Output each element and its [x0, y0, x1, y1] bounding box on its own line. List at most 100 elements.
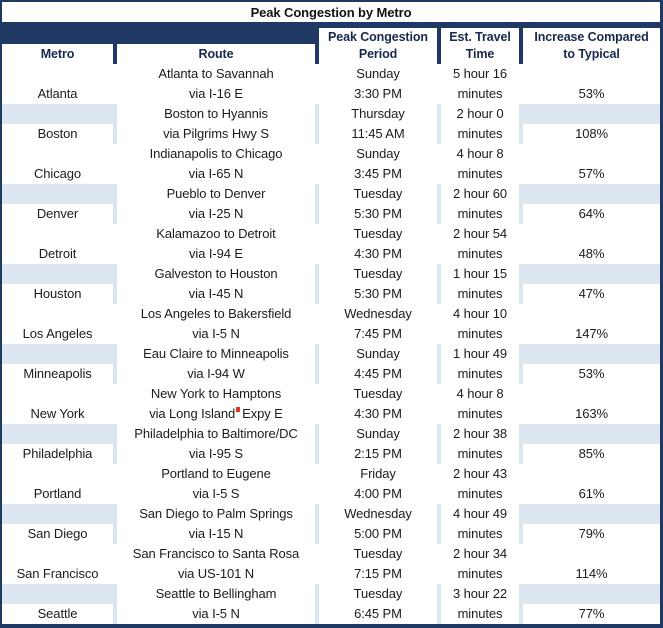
route-cell: Indianapolis to Chicago via I-65 N	[117, 144, 315, 184]
metro-name-cell: Detroit	[2, 244, 113, 264]
route-line1: New York to Hamptons	[150, 386, 282, 401]
route-cell: Galveston to Houston via I-45 N	[117, 264, 315, 304]
peak-period-cell: Tuesday 6:45 PM	[319, 584, 437, 624]
increase-value-cell: 77%	[523, 604, 660, 624]
increase-value-cell: 85%	[523, 444, 660, 464]
travel-time-line2: minutes	[457, 606, 503, 621]
red-flag-marker	[236, 407, 241, 412]
increase-value-cell: 53%	[523, 84, 660, 104]
column-header-metro: Metro	[2, 44, 113, 64]
increase-value-cell: 79%	[523, 524, 660, 544]
increase-value-cell: 48%	[523, 244, 660, 264]
travel-time-line1: 2 hour 34	[452, 546, 508, 561]
metro-row-group: Seattle Seattle to Bellingham via I-5 N …	[2, 584, 660, 624]
increase-cell-spacer	[523, 144, 660, 164]
travel-time-line1: 2 hour 43	[452, 466, 508, 481]
peak-period-day: Thursday	[351, 106, 405, 121]
travel-time-line2: minutes	[457, 526, 503, 541]
travel-time-line2: minutes	[457, 406, 503, 421]
travel-time-cell: 4 hour 8 minutes	[441, 144, 519, 184]
metro-row-group: New York New York to Hamptons via Long I…	[2, 384, 660, 424]
travel-time-line2: minutes	[457, 366, 503, 381]
route-line2-rest: Expy E	[242, 406, 283, 421]
route-line1: San Francisco to Santa Rosa	[132, 546, 300, 561]
peak-period-day: Tuesday	[353, 226, 403, 241]
increase-cell-spacer	[523, 184, 660, 204]
peak-period-time: 2:15 PM	[354, 446, 402, 461]
peak-period-day: Sunday	[356, 66, 400, 81]
metro-row-group: Houston Galveston to Houston via I-45 N …	[2, 264, 660, 304]
route-cell: Philadelphia to Baltimore/DC via I-95 S	[117, 424, 315, 464]
peak-period-time: 5:30 PM	[354, 206, 402, 221]
travel-time-line2: minutes	[457, 126, 503, 141]
metro-row-group: San Francisco San Francisco to Santa Ros…	[2, 544, 660, 584]
peak-period-time: 6:45 PM	[354, 606, 402, 621]
peak-period-time: 3:30 PM	[354, 86, 402, 101]
travel-time-line2: minutes	[457, 446, 503, 461]
route-line1: San Diego to Palm Springs	[139, 506, 293, 521]
peak-period-cell: Tuesday 7:15 PM	[319, 544, 437, 584]
column-header-travel-line1: Est. Travel	[449, 30, 511, 44]
metro-name-cell: San Francisco	[2, 564, 113, 584]
peak-period-day: Tuesday	[353, 386, 403, 401]
route-cell: San Francisco to Santa Rosa via US-101 N	[117, 544, 315, 584]
peak-period-cell: Tuesday 5:30 PM	[319, 184, 437, 224]
increase-value-cell: 53%	[523, 364, 660, 384]
increase-value-cell: 163%	[523, 404, 660, 424]
increase-value-cell: 64%	[523, 204, 660, 224]
metro-name-cell: Seattle	[2, 604, 113, 624]
metro-cell-spacer	[2, 184, 113, 204]
peak-period-cell: Tuesday 4:30 PM	[319, 384, 437, 424]
travel-time-line2: minutes	[457, 286, 503, 301]
travel-time-line1: 2 hour 54	[452, 226, 508, 241]
peak-period-day: Sunday	[356, 146, 400, 161]
metro-cell-spacer	[2, 424, 113, 444]
route-line1: Indianapolis to Chicago	[149, 146, 283, 161]
metro-name-cell: Philadelphia	[2, 444, 113, 464]
table-header-row: Metro Route Peak Congestion Period Est. …	[2, 22, 660, 64]
increase-cell-spacer	[523, 264, 660, 284]
increase-value-cell: 108%	[523, 124, 660, 144]
route-line2: via I-5 S	[192, 486, 240, 501]
travel-time-line2: minutes	[457, 86, 503, 101]
increase-cell-spacer	[523, 424, 660, 444]
peak-period-day: Wednesday	[344, 306, 412, 321]
column-header-route: Route	[117, 44, 315, 64]
metro-cell-spacer	[2, 144, 113, 164]
route-cell: New York to Hamptons via Long Island Expy…	[117, 384, 315, 424]
metro-name-cell: San Diego	[2, 524, 113, 544]
metro-cell-spacer	[2, 584, 113, 604]
peak-period-day: Tuesday	[353, 186, 403, 201]
increase-cell-spacer	[523, 584, 660, 604]
route-line2: via I-94 E	[189, 246, 243, 261]
peak-period-day: Tuesday	[353, 586, 403, 601]
travel-time-cell: 1 hour 15 minutes	[441, 264, 519, 304]
increase-value-cell: 57%	[523, 164, 660, 184]
route-line2: via Pilgrims Hwy S	[163, 126, 269, 141]
column-header-travel-line2: Time	[465, 47, 495, 61]
travel-time-cell: 1 hour 49 minutes	[441, 344, 519, 384]
route-line1: Galveston to Houston	[154, 266, 278, 281]
increase-value-cell: 147%	[523, 324, 660, 344]
peak-period-time: 5:00 PM	[354, 526, 402, 541]
travel-time-line2: minutes	[457, 246, 503, 261]
metro-row-group: Boston Boston to Hyannis via Pilgrims Hw…	[2, 104, 660, 144]
route-line1: Portland to Eugene	[161, 466, 271, 481]
peak-period-cell: Sunday 2:15 PM	[319, 424, 437, 464]
metro-cell-spacer	[2, 384, 113, 404]
peak-period-cell: Wednesday 7:45 PM	[319, 304, 437, 344]
route-line2: via Long Island	[149, 406, 236, 421]
increase-cell-spacer	[523, 224, 660, 244]
metro-name-cell: Houston	[2, 284, 113, 304]
travel-time-cell: 2 hour 54 minutes	[441, 224, 519, 264]
route-line1: Kalamazoo to Detroit	[156, 226, 276, 241]
increase-value-cell: 61%	[523, 484, 660, 504]
travel-time-line1: 1 hour 49	[452, 346, 508, 361]
route-line2: via I-45 N	[188, 286, 244, 301]
metro-row-group: Minneapolis Eau Claire to Minneapolis vi…	[2, 344, 660, 384]
column-header-increase-line1: Increase Compared	[534, 30, 649, 44]
route-line2: via I-95 S	[189, 446, 243, 461]
peak-period-cell: Thursday 11:45 AM	[319, 104, 437, 144]
route-cell: Boston to Hyannis via Pilgrims Hwy S	[117, 104, 315, 144]
metro-row-group: Philadelphia Philadelphia to Baltimore/D…	[2, 424, 660, 464]
